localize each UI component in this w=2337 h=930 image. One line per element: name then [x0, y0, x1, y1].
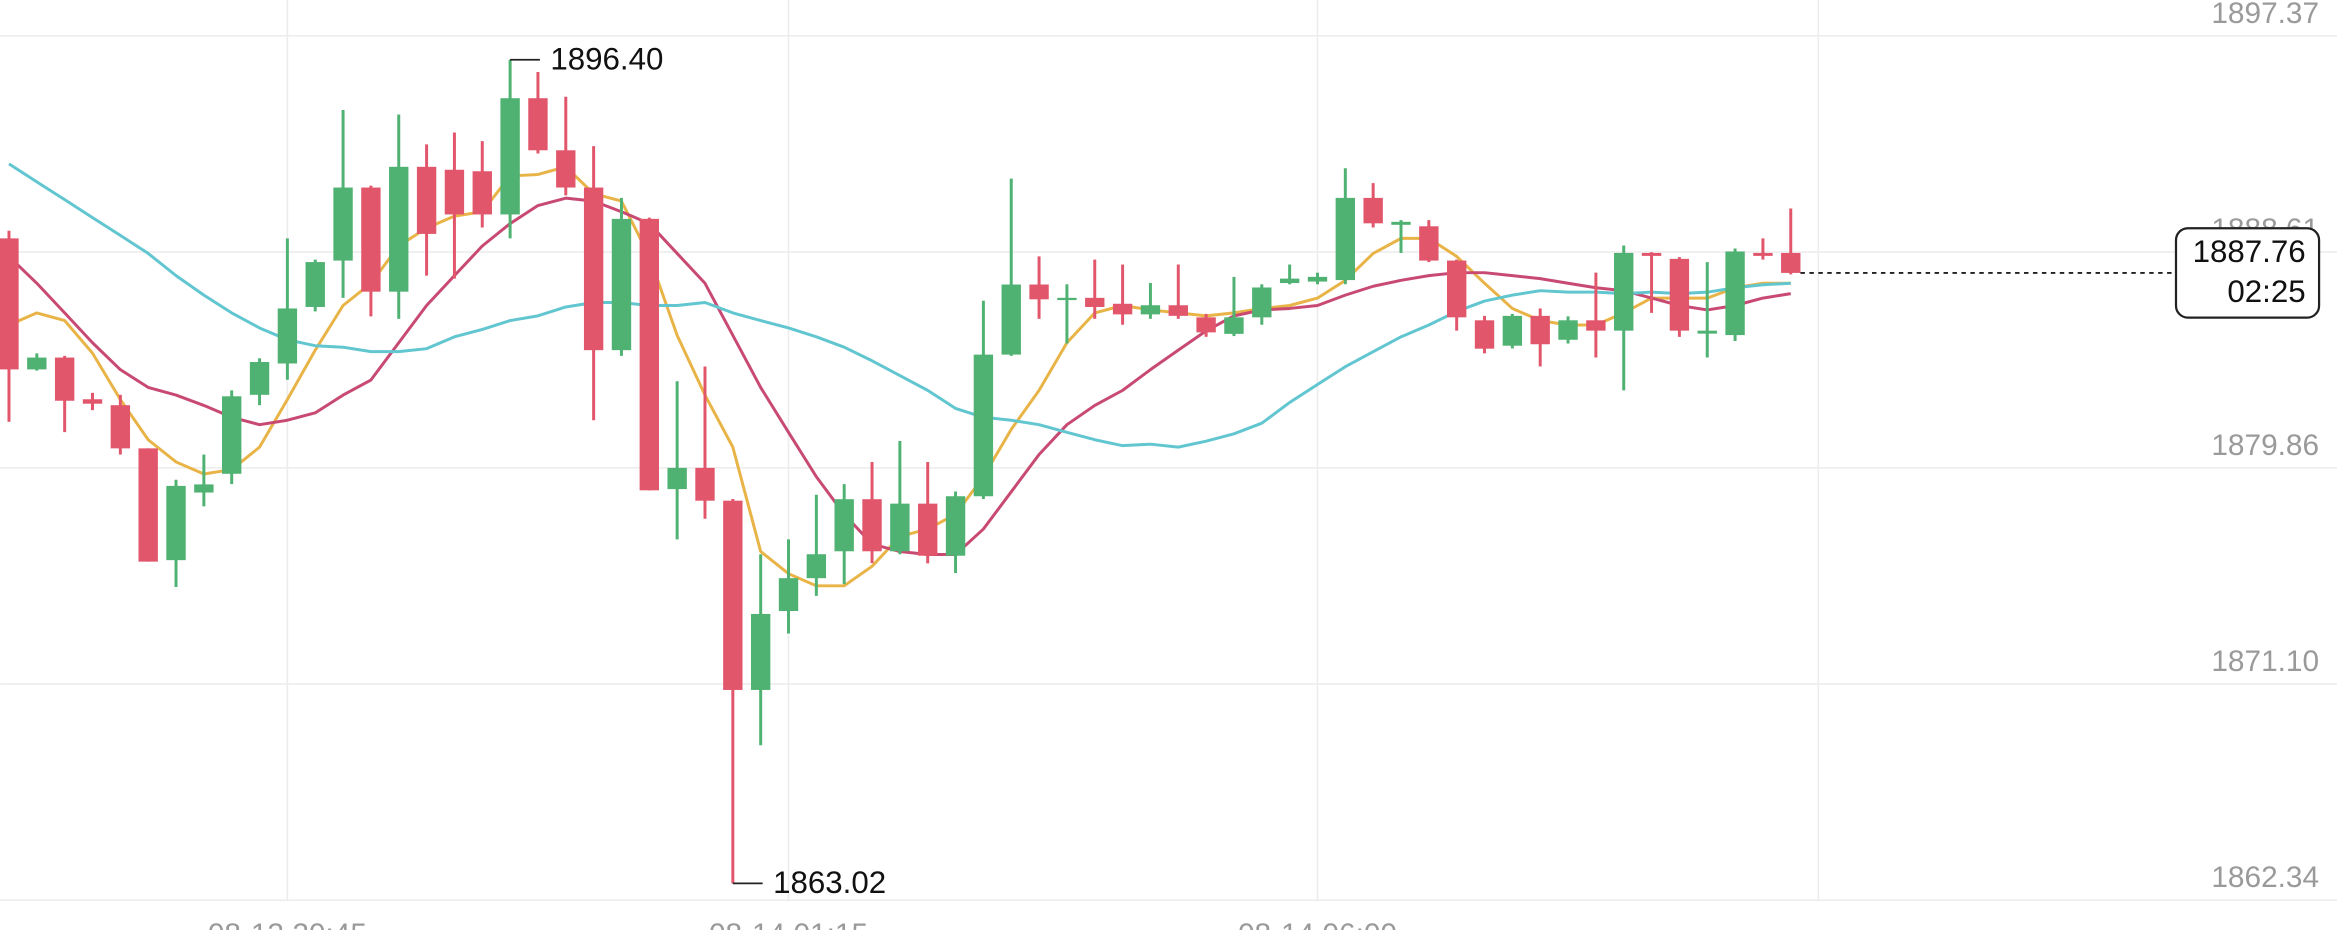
candle-body [222, 396, 242, 474]
candle-body [1725, 251, 1745, 336]
candle-body [444, 169, 465, 215]
candle-body [305, 262, 325, 307]
candle-body [110, 405, 131, 449]
candle-body [1001, 284, 1021, 355]
candle-body [1307, 276, 1328, 282]
x-tick-label: 08-13 20:45 [208, 918, 367, 930]
candle-body [1446, 260, 1467, 318]
candle-body [138, 448, 158, 562]
overlay: 1862.341871.101879.861888.611897.3708-13… [208, 0, 2321, 930]
candle-body [750, 613, 771, 690]
grid [0, 0, 2337, 901]
candle-body [1085, 297, 1105, 307]
candle-body [1558, 320, 1578, 340]
moving-average-line [8, 162, 1791, 449]
candle-body [1335, 197, 1356, 281]
candle-body [1669, 258, 1690, 331]
candle-body [1391, 221, 1411, 225]
y-tick-label: 1871.10 [2211, 645, 2319, 678]
candle-body [1168, 305, 1188, 316]
candles [0, 59, 1801, 884]
candle-body [1057, 297, 1077, 301]
candle-body [639, 218, 659, 491]
y-tick-label: 1862.34 [2211, 861, 2319, 894]
candle-body [333, 187, 353, 261]
candle-body [1753, 252, 1773, 256]
candle-body [695, 467, 715, 501]
candle-body [361, 187, 381, 292]
candle-body [806, 554, 827, 579]
candle-body [1112, 303, 1133, 315]
candle-body [667, 467, 687, 490]
candle-body [528, 98, 548, 151]
candle-body [1474, 320, 1495, 349]
candle-body [249, 362, 270, 395]
candle-body [82, 399, 103, 404]
candle-body [778, 578, 799, 611]
candle-body [0, 238, 19, 370]
candle-body [1196, 317, 1216, 333]
candle-body [918, 503, 938, 556]
high-label: 1896.40 [550, 41, 663, 76]
candle-body [166, 485, 186, 561]
candle-body [556, 150, 576, 188]
candle-body [389, 166, 409, 292]
candle-body [1697, 330, 1717, 334]
candle-body [1530, 315, 1550, 345]
candle-body [194, 484, 214, 493]
candle-body [1224, 317, 1244, 334]
countdown-label: 02:25 [2227, 274, 2305, 309]
last-price-box [2174, 227, 2321, 319]
y-tick-label: 1879.86 [2211, 429, 2319, 462]
candle-body [1279, 278, 1300, 284]
low-label: 1863.02 [773, 865, 886, 900]
candle-body [1252, 287, 1272, 318]
last-price-label: 1887.76 [2193, 234, 2306, 269]
candle-body [27, 357, 47, 370]
candle-body [611, 218, 632, 351]
candle-body [862, 499, 882, 552]
candle-body [1140, 305, 1161, 315]
candle-body [1641, 252, 1662, 256]
candle-body [1502, 315, 1523, 346]
candle-body [1781, 252, 1801, 273]
x-tick-label: 08-14 06:00 [1238, 918, 1397, 930]
candle-body [890, 503, 910, 552]
candle-body [1363, 197, 1383, 224]
candle-body [472, 171, 492, 215]
candle-body [416, 166, 437, 234]
candle-body [834, 499, 854, 552]
candle-body [583, 187, 604, 351]
x-tick-label: 08-14 01:15 [709, 918, 868, 930]
candle-body [973, 354, 994, 497]
candle-body [1419, 226, 1439, 261]
candle-body [945, 496, 966, 556]
candle-body [1586, 320, 1606, 331]
candle-body [1614, 252, 1634, 331]
candle-body [723, 500, 743, 690]
candle-body [54, 357, 75, 401]
candle-body [500, 98, 520, 215]
candle-body [277, 308, 298, 364]
y-tick-label: 1897.37 [2211, 0, 2319, 30]
candle-body [1029, 284, 1049, 300]
